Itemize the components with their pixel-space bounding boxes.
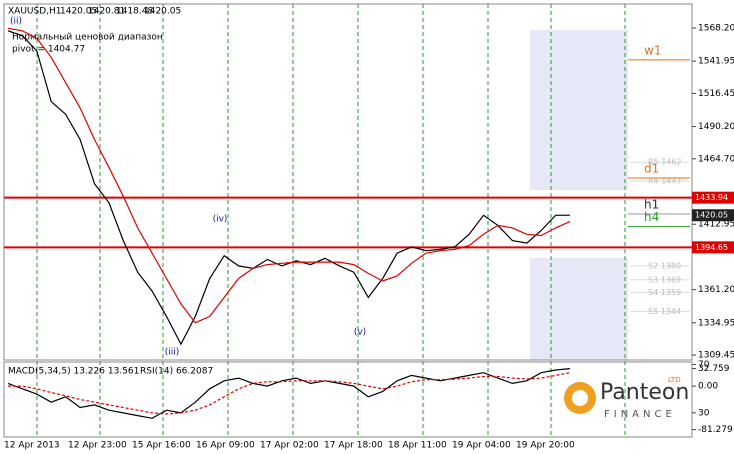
y-tick-label: 1568.20 (698, 24, 734, 34)
wave-label: (v) (354, 328, 366, 338)
price-tag (692, 209, 734, 222)
price-tag-label: 1420.05 (695, 211, 728, 220)
separators (36, 4, 626, 437)
y-tick-label: 1490.20 (698, 122, 734, 132)
y-tick-label: 1309.45 (698, 351, 734, 361)
logo: Panteon FINANCE LTD (564, 376, 689, 420)
series-line (8, 372, 571, 415)
logo-name: Panteon (600, 380, 689, 405)
x-tick-label: 15 Apr 16:00 (132, 441, 191, 451)
level-label: d1 (644, 162, 659, 176)
y-tick-label: -81.279 (698, 425, 733, 435)
price-tag-label: 1394.65 (695, 243, 728, 252)
pivot-label: S5 1344 (648, 307, 681, 316)
x-tick-label: 12 Apr 2013 (4, 441, 60, 451)
wave-label: (iv) (213, 215, 228, 225)
open: 1420.05 (60, 7, 97, 17)
price-tag (692, 241, 734, 254)
x-tick-label: 19 Apr 04:00 (452, 441, 511, 451)
series-line (7, 368, 571, 419)
logo-sub: FINANCE (604, 409, 676, 420)
macd-frame (3, 361, 693, 438)
y-tick-label: 1516.45 (698, 89, 734, 99)
y-tick-label: 1541.95 (698, 57, 734, 67)
pivot-label: S4 1359 (648, 288, 681, 297)
low: 1418.48 (116, 7, 153, 17)
y-tick-label: 1361.20 (698, 285, 734, 295)
price-tag (692, 191, 734, 204)
logo-mark (572, 390, 588, 406)
macd-label: MACD(5,34,5) 13.226 13.561 (8, 367, 139, 377)
indicator: Нормальный ценовой диапазон (12, 33, 163, 43)
y2-tick-label: 70 (698, 360, 710, 370)
high: 1420.81 (88, 7, 125, 17)
x-tick-label: 17 Apr 02:00 (260, 441, 319, 451)
pivot: pivot = 1404.77 (12, 45, 85, 55)
wave-label: (iii) (165, 348, 180, 358)
y-tick-label: 1464.70 (698, 154, 734, 164)
main-frame (3, 3, 693, 361)
level-label: w1 (644, 43, 661, 57)
x-tick-label: 18 Apr 11:00 (388, 441, 447, 451)
logo-badge: LTD (668, 376, 681, 384)
pivot-label: R5 1462 (648, 158, 682, 167)
symbol: XAUUSD,H1 (8, 7, 62, 17)
price-tag-label: 1433.94 (695, 193, 728, 202)
pivot-label: S2 1380 (648, 261, 681, 270)
x-tick-label: 16 Apr 09:00 (196, 441, 255, 451)
series-line (7, 27, 571, 324)
wave-label: (ii) (10, 17, 22, 27)
y-tick-label: 1412.95 (698, 220, 734, 230)
close: 1420.05 (144, 7, 181, 17)
y-tick-label: 32.759 (698, 364, 730, 374)
x-tick-label: 17 Apr 18:00 (324, 441, 383, 451)
x-tick-label: 19 Apr 20:00 (516, 441, 575, 451)
level-label: h1 (644, 198, 659, 212)
y-tick-label: 1334.95 (698, 318, 734, 328)
zone (530, 258, 628, 360)
pivot-label: S3 1369 (648, 275, 681, 284)
rsi-label: RSI(14) 66.2087 (140, 367, 213, 377)
x-tick-label: 12 Apr 23:00 (68, 441, 127, 451)
zone (530, 30, 628, 190)
level-label: h4 (644, 210, 659, 224)
series-line (7, 30, 571, 346)
y-tick-label: 0.00 (698, 382, 718, 392)
pivot-label: R4 1447 (648, 177, 682, 186)
y2-tick-label: 30 (698, 408, 710, 418)
